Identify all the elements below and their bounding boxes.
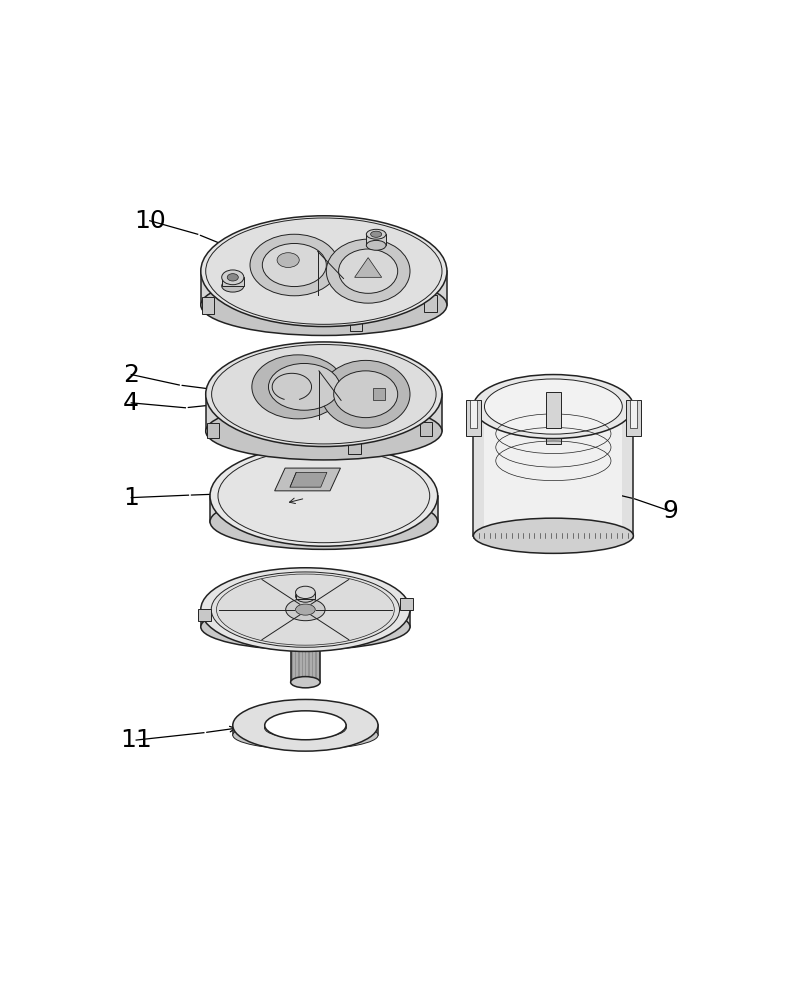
Polygon shape (373, 388, 385, 400)
Ellipse shape (222, 280, 244, 292)
Text: 2: 2 (123, 363, 139, 387)
Ellipse shape (201, 568, 410, 651)
Polygon shape (206, 394, 442, 431)
Ellipse shape (222, 270, 244, 285)
Ellipse shape (291, 677, 320, 688)
Polygon shape (373, 520, 391, 534)
Ellipse shape (366, 229, 386, 239)
Text: 11: 11 (121, 728, 152, 752)
Polygon shape (420, 422, 432, 436)
Polygon shape (466, 400, 480, 436)
Ellipse shape (371, 231, 382, 237)
Ellipse shape (227, 274, 238, 281)
Polygon shape (272, 583, 284, 596)
Polygon shape (470, 400, 477, 428)
Text: 10: 10 (134, 209, 166, 233)
Ellipse shape (333, 371, 398, 418)
Polygon shape (198, 609, 210, 621)
Polygon shape (295, 592, 315, 599)
Ellipse shape (252, 355, 344, 419)
Ellipse shape (201, 216, 447, 327)
Polygon shape (626, 400, 641, 436)
Polygon shape (630, 400, 637, 428)
Ellipse shape (295, 586, 315, 599)
Polygon shape (291, 628, 320, 682)
Ellipse shape (473, 518, 634, 553)
Ellipse shape (295, 604, 315, 615)
Text: 1: 1 (123, 486, 139, 510)
Ellipse shape (473, 375, 634, 439)
Ellipse shape (366, 240, 386, 250)
Polygon shape (546, 392, 561, 428)
Ellipse shape (212, 345, 436, 444)
Text: 9: 9 (662, 499, 678, 523)
Ellipse shape (262, 243, 326, 287)
Polygon shape (355, 258, 382, 277)
Ellipse shape (295, 590, 315, 602)
Polygon shape (206, 423, 219, 438)
Ellipse shape (326, 239, 410, 303)
Ellipse shape (206, 342, 442, 447)
Polygon shape (264, 725, 346, 728)
Polygon shape (424, 295, 437, 312)
Polygon shape (233, 725, 378, 735)
Polygon shape (400, 598, 413, 610)
Ellipse shape (211, 572, 399, 647)
Polygon shape (484, 420, 622, 536)
Polygon shape (201, 271, 447, 305)
Ellipse shape (233, 699, 378, 751)
Ellipse shape (268, 363, 340, 410)
Polygon shape (202, 297, 214, 314)
Polygon shape (366, 234, 386, 245)
Polygon shape (546, 408, 561, 444)
Ellipse shape (201, 604, 410, 650)
Ellipse shape (217, 574, 395, 645)
Ellipse shape (201, 275, 447, 335)
Polygon shape (201, 610, 410, 627)
Ellipse shape (264, 718, 346, 738)
Polygon shape (210, 496, 437, 522)
Ellipse shape (338, 249, 398, 293)
Ellipse shape (322, 360, 410, 428)
Polygon shape (222, 277, 244, 286)
Polygon shape (473, 407, 634, 536)
Ellipse shape (277, 253, 299, 267)
Ellipse shape (484, 379, 622, 434)
Ellipse shape (210, 494, 437, 549)
Ellipse shape (206, 402, 442, 460)
Ellipse shape (210, 445, 437, 546)
Polygon shape (290, 472, 327, 487)
Ellipse shape (264, 711, 346, 740)
Ellipse shape (218, 449, 430, 543)
Ellipse shape (233, 721, 378, 749)
Polygon shape (275, 468, 341, 491)
Ellipse shape (206, 218, 442, 324)
Ellipse shape (250, 234, 338, 296)
Polygon shape (349, 439, 360, 454)
Text: 4: 4 (123, 391, 139, 415)
Polygon shape (326, 624, 338, 636)
Ellipse shape (286, 599, 325, 621)
Polygon shape (349, 313, 362, 331)
